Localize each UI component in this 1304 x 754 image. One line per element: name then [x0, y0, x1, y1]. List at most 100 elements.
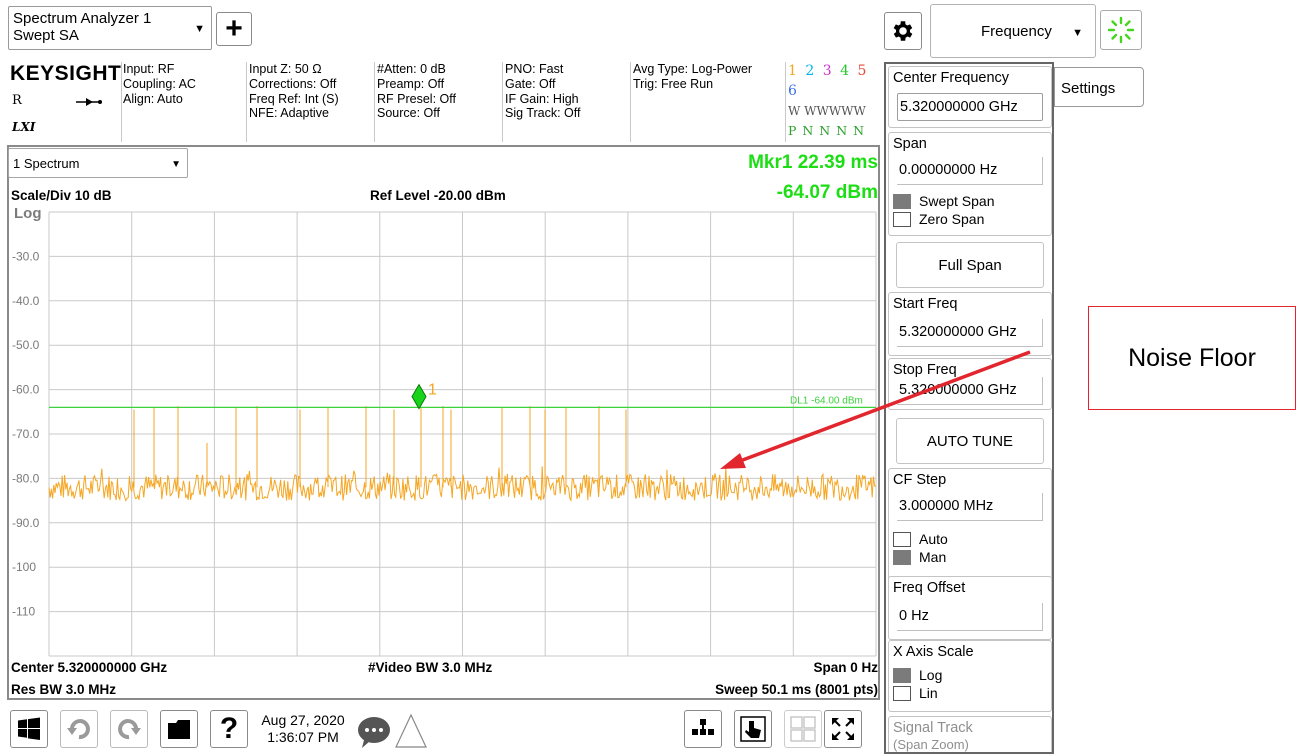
trace-1-number: 1 — [788, 63, 799, 79]
sweep-footer[interactable]: Sweep 50.1 ms (8001 pts) — [715, 682, 878, 697]
marker-readout-level: -64.07 dBm — [776, 182, 878, 203]
trace-1-line — [48, 465, 876, 502]
window-selector-label: 1 Spectrum — [13, 156, 80, 171]
brand-block: KEYSIGHT R LXI — [8, 62, 121, 142]
freq-offset-softkey[interactable]: Freq Offset 0 Hz — [888, 576, 1052, 640]
unselected-indicator — [893, 211, 911, 227]
dropdown-arrow-icon: ▼ — [1072, 27, 1083, 39]
redo-icon — [118, 719, 141, 740]
option-label: Man — [919, 549, 947, 565]
center-freq-footer[interactable]: Center 5.320000000 GHz — [11, 660, 168, 675]
x-axis-log-option[interactable]: Log — [893, 667, 942, 683]
y-tick-label: -70.0 — [12, 427, 40, 441]
info-text: Corrections: Off — [249, 76, 337, 91]
corrections-settings[interactable]: Input Z: 50 Ω Corrections: Off Freq Ref:… — [249, 62, 339, 121]
softkey-panel: Center Frequency 5.320000000 GHz Span 0.… — [884, 62, 1054, 754]
help-button[interactable]: ? — [210, 710, 248, 748]
x-axis-lin-option[interactable]: Lin — [893, 685, 938, 701]
center-frequency-field[interactable]: 5.320000000 GHz — [897, 93, 1043, 121]
cf-step-field[interactable]: 3.000000 MHz — [897, 493, 1043, 521]
video-bw-footer[interactable]: #Video BW 3.0 MHz — [368, 660, 493, 675]
layout-button[interactable] — [684, 710, 722, 748]
date-text: Aug 27, 2020 — [261, 712, 345, 728]
input-settings[interactable]: Input: RF Coupling: AC Align: Auto — [123, 62, 196, 106]
display-line-label: DL1 -64.00 dBm — [790, 395, 863, 406]
dropdown-arrow-icon: ▼ — [171, 159, 181, 170]
window-selector[interactable]: 1 Spectrum ▼ — [8, 148, 188, 178]
file-button[interactable] — [160, 710, 198, 748]
undo-button[interactable] — [60, 710, 98, 748]
freq-offset-field[interactable]: 0 Hz — [897, 603, 1043, 631]
zero-span-option[interactable]: Zero Span — [893, 211, 984, 227]
chat-bubble-icon[interactable] — [356, 714, 392, 750]
stop-freq-softkey[interactable]: Stop Freq 5.320000000 GHz — [888, 358, 1052, 410]
settings-gear-button[interactable] — [884, 12, 922, 50]
info-text: Source: Off — [377, 106, 440, 121]
info-text: RF Presel: Off — [377, 91, 456, 106]
info-text: Sig Track: Off — [505, 106, 581, 121]
stop-freq-field[interactable]: 5.320000000 GHz — [897, 377, 1043, 405]
settings-tab[interactable]: Settings — [1054, 67, 1144, 107]
start-freq-softkey[interactable]: Start Freq 5.320000000 GHz — [888, 292, 1052, 356]
option-label: Log — [919, 667, 943, 683]
y-tick-label: -60.0 — [12, 383, 40, 397]
lxi-logo: LXI — [12, 120, 36, 134]
x-axis-scale-softkey[interactable]: X Axis Scale Log Lin — [888, 640, 1052, 712]
span-field[interactable]: 0.00000000 Hz — [897, 157, 1043, 185]
header-divider — [121, 62, 122, 142]
header-divider — [246, 62, 247, 142]
cf-step-man-option[interactable]: Man — [893, 549, 946, 565]
marker-readout-time: Mkr1 22.39 ms — [748, 152, 878, 173]
softkey-title: CF Step — [893, 472, 947, 488]
auto-tune-button[interactable]: AUTO TUNE — [896, 418, 1044, 464]
full-span-button[interactable]: Full Span — [896, 242, 1044, 288]
trigger-settings[interactable]: Avg Type: Log-Power Trig: Free Run — [633, 62, 752, 92]
option-label: Swept Span — [919, 193, 995, 209]
start-freq-field[interactable]: 5.320000000 GHz — [897, 319, 1043, 347]
spectrum-plot[interactable]: -30.0 -40.0 -50.0 -60.0 -70.0 -80.0 -90.0 -100 -… — [0, 0, 880, 700]
softkey-title: Span — [893, 136, 927, 152]
selected-indicator — [893, 549, 911, 565]
span-softkey[interactable]: Span 0.00000000 Hz Swept Span Zero Span — [888, 132, 1052, 236]
cf-step-softkey[interactable]: CF Step 3.000000 MHz Auto Man — [888, 468, 1052, 584]
trace-1-spikes — [133, 406, 627, 488]
info-text: Input: RF — [123, 62, 175, 76]
remote-indicator: R — [12, 93, 22, 108]
y-scale-label: Log — [14, 205, 42, 222]
instrument-selector[interactable]: Spectrum Analyzer 1 Swept SA ▼ — [8, 6, 212, 50]
cf-step-auto-option[interactable]: Auto — [893, 531, 948, 547]
res-bw-footer[interactable]: Res BW 3.0 MHz — [11, 682, 117, 697]
y-tick-label: -90.0 — [12, 516, 40, 530]
info-text: IF Gain: High — [505, 91, 579, 106]
pno-settings[interactable]: PNO: Fast Gate: Off IF Gain: High Sig Tr… — [505, 62, 581, 121]
signal-track-softkey[interactable]: Signal Track (Span Zoom) — [888, 716, 1052, 752]
zoom-window-button[interactable] — [824, 710, 862, 748]
marker-1-diamond — [411, 383, 427, 410]
menu-selector[interactable]: Frequency ▼ — [930, 4, 1096, 58]
undo-icon — [67, 719, 90, 740]
ref-level-label[interactable]: Ref Level -20.00 dBm — [370, 188, 506, 203]
attenuation-settings[interactable]: #Atten: 0 dB Preamp: Off RF Presel: Off … — [377, 62, 456, 121]
date-time-display: Aug 27, 2020 1:36:07 PM — [256, 712, 350, 746]
busy-indicator-button[interactable] — [1100, 10, 1142, 50]
y-tick-label: -40.0 — [12, 294, 40, 308]
redo-button[interactable] — [110, 710, 148, 748]
span-footer[interactable]: Span 0 Hz — [813, 660, 878, 675]
center-frequency-softkey[interactable]: Center Frequency 5.320000000 GHz — [888, 66, 1052, 128]
add-screen-button[interactable]: + — [216, 12, 252, 46]
instrument-mode: Swept SA — [13, 27, 79, 44]
touch-mode-button[interactable] — [734, 710, 772, 748]
header-divider — [785, 62, 786, 142]
y-tick-label: -80.0 — [12, 471, 40, 485]
folder-icon — [168, 720, 190, 739]
info-text: Preamp: Off — [377, 76, 445, 91]
hand-pointer-icon — [740, 716, 766, 742]
start-menu-button[interactable] — [10, 710, 48, 748]
info-text: Gate: Off — [505, 76, 556, 91]
info-text: Align: Auto — [123, 91, 183, 106]
warning-triangle-icon[interactable] — [394, 712, 428, 750]
option-label: Zero Span — [919, 211, 985, 227]
multi-window-button[interactable] — [784, 710, 822, 748]
swept-span-option[interactable]: Swept Span — [893, 193, 995, 209]
softkey-subtitle: (Span Zoom) — [893, 737, 969, 752]
